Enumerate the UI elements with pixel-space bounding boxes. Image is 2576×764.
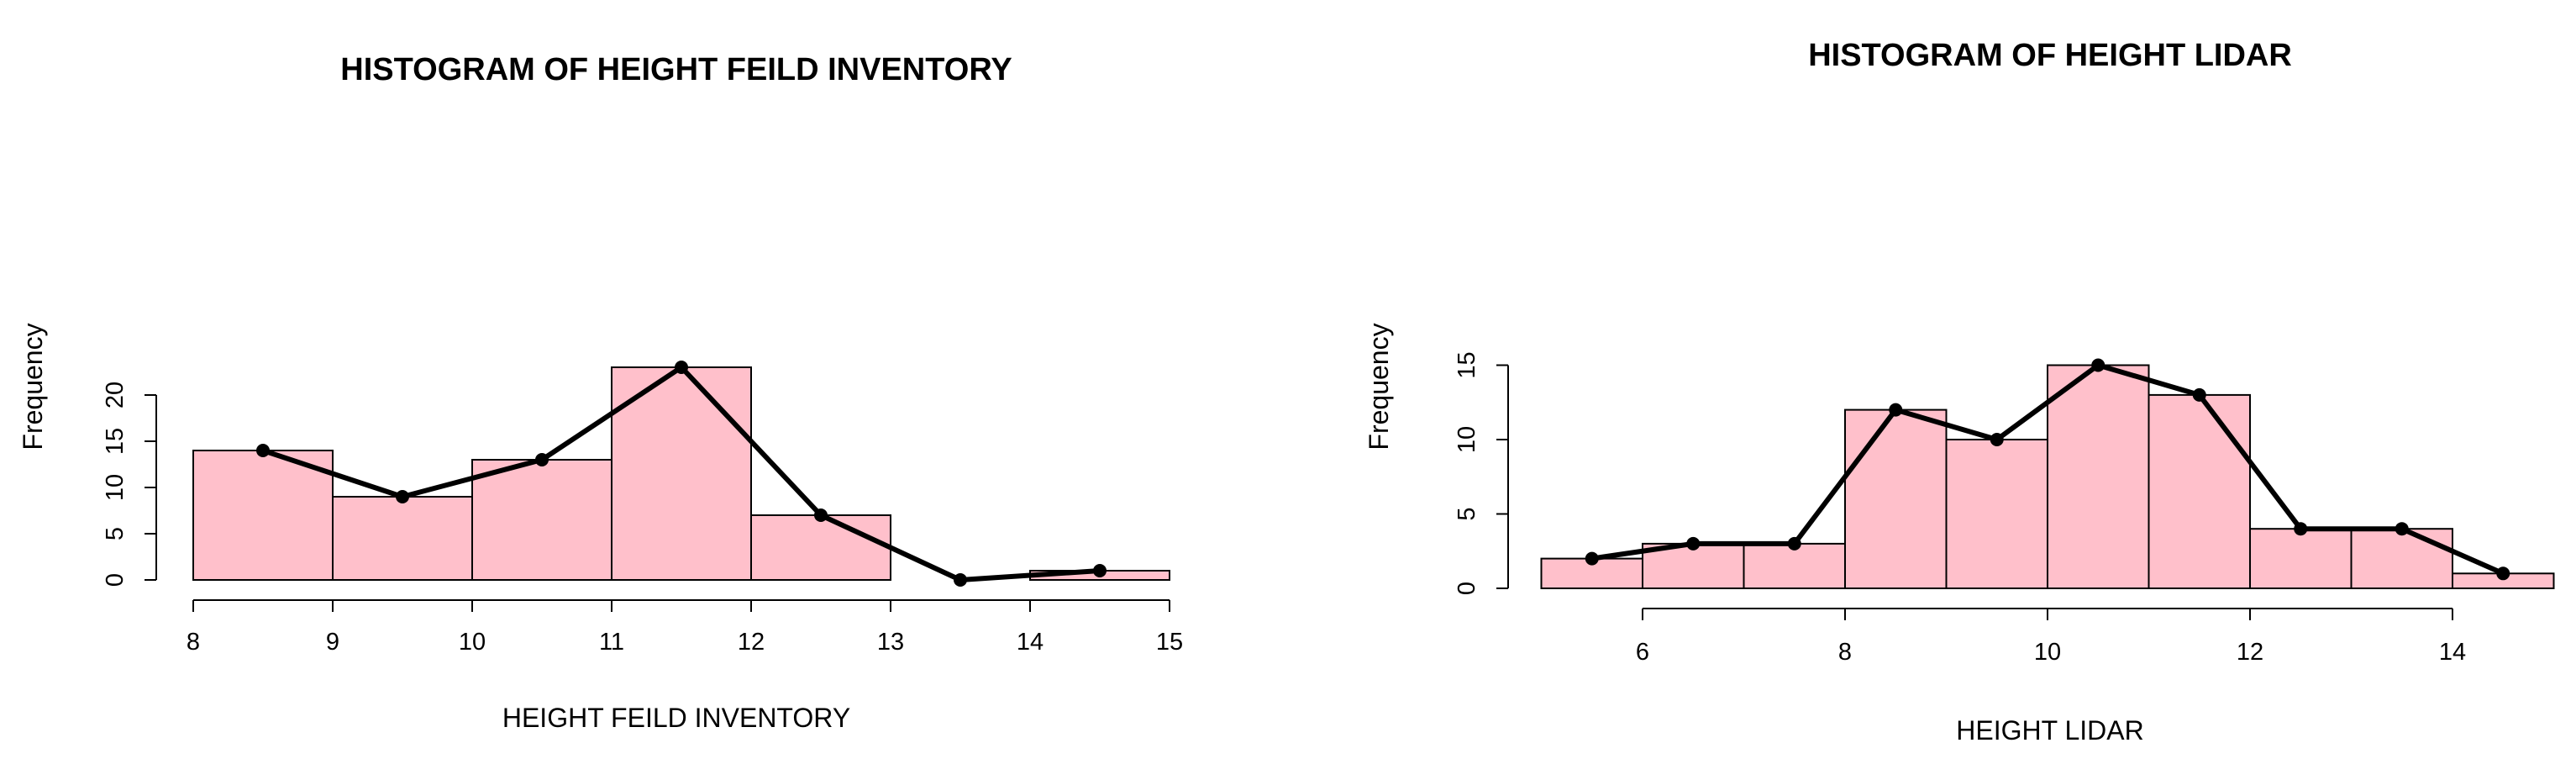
- histogram-bar: [1844, 408, 1948, 589]
- x-tick-label: 15: [1156, 629, 1183, 656]
- frequency-polygon-point: [1686, 536, 1701, 551]
- y-tick-label: 20: [102, 382, 129, 408]
- x-tick-label: 8: [187, 629, 200, 656]
- frequency-polygon-point: [535, 453, 549, 466]
- histogram-bar: [2047, 364, 2150, 589]
- y-tick-label: 0: [102, 573, 129, 587]
- histogram-bar: [2148, 393, 2251, 589]
- histogram-bar: [471, 459, 612, 581]
- histogram-bar: [611, 366, 752, 581]
- x-tick-label: 6: [1636, 639, 1649, 666]
- frequency-polygon-point: [1787, 536, 1801, 551]
- frequency-polygon-point: [2192, 387, 2206, 402]
- frequency-polygon-point: [2294, 522, 2308, 536]
- chart-title: HISTOGRAM OF HEIGHT FEILD INVENTORY: [340, 52, 1012, 87]
- y-axis-label: Frequency: [18, 323, 48, 450]
- frequency-polygon-point: [2091, 358, 2105, 372]
- frequency-polygon-point: [954, 573, 967, 587]
- histogram-bar: [1945, 439, 2048, 589]
- x-tick-label: 12: [2237, 639, 2263, 666]
- y-tick-label: 15: [1454, 351, 1480, 378]
- y-tick-label: 10: [1454, 426, 1480, 453]
- x-tick-label: 13: [877, 629, 904, 656]
- x-axis-label: HEIGHT FEILD INVENTORY: [502, 703, 850, 733]
- histogram-bar: [2350, 528, 2453, 590]
- frequency-polygon-point: [396, 490, 409, 503]
- histogram-bar: [192, 450, 334, 581]
- y-tick-label: 5: [1454, 507, 1480, 520]
- x-tick-label: 10: [2034, 639, 2061, 666]
- frequency-polygon-point: [675, 361, 688, 374]
- x-tick-label: 11: [599, 629, 624, 656]
- frequency-polygon-point: [2496, 566, 2510, 581]
- frequency-polygon-point: [1093, 564, 1107, 577]
- y-tick-label: 0: [1454, 582, 1480, 595]
- x-tick-label: 14: [1017, 629, 1044, 656]
- y-tick-label: 5: [102, 527, 129, 540]
- x-axis-label: HEIGHT LIDAR: [1956, 715, 2143, 746]
- frequency-polygon-point: [1585, 551, 1599, 566]
- frequency-polygon-point: [2395, 522, 2409, 536]
- x-tick-label: 12: [738, 629, 765, 656]
- chart-panel-2: 6 8 10 12 14 0 5 10 15 HISTOGRAM OF HEIGHT LIDAR H…: [1364, 38, 2555, 746]
- frequency-polygon-point: [256, 444, 270, 457]
- frequency-polygon-point: [1990, 433, 2004, 446]
- chart-panel-1: 8 9 10 11 12 13 14 15 0 5 10 15 20 HISTOGRAM OF HEIGH…: [18, 52, 1183, 733]
- x-tick-label: 8: [1838, 639, 1852, 666]
- histogram-bar: [750, 514, 891, 581]
- x-tick-label: 10: [459, 629, 486, 656]
- y-tick-label: 15: [102, 428, 129, 455]
- y-tick-label: 10: [102, 474, 129, 501]
- histogram-bar: [1743, 542, 1846, 590]
- chart-title: HISTOGRAM OF HEIGHT LIDAR: [1808, 38, 2292, 73]
- histogram-bar: [2249, 528, 2353, 590]
- x-tick-label: 9: [326, 629, 339, 656]
- frequency-polygon-point: [1889, 403, 1903, 417]
- histogram-bar: [332, 496, 473, 581]
- frequency-polygon-point: [814, 508, 828, 522]
- frequency-polygon-line: [1591, 362, 2505, 577]
- x-tick-label: 14: [2439, 639, 2466, 666]
- y-axis-label: Frequency: [1364, 323, 1394, 450]
